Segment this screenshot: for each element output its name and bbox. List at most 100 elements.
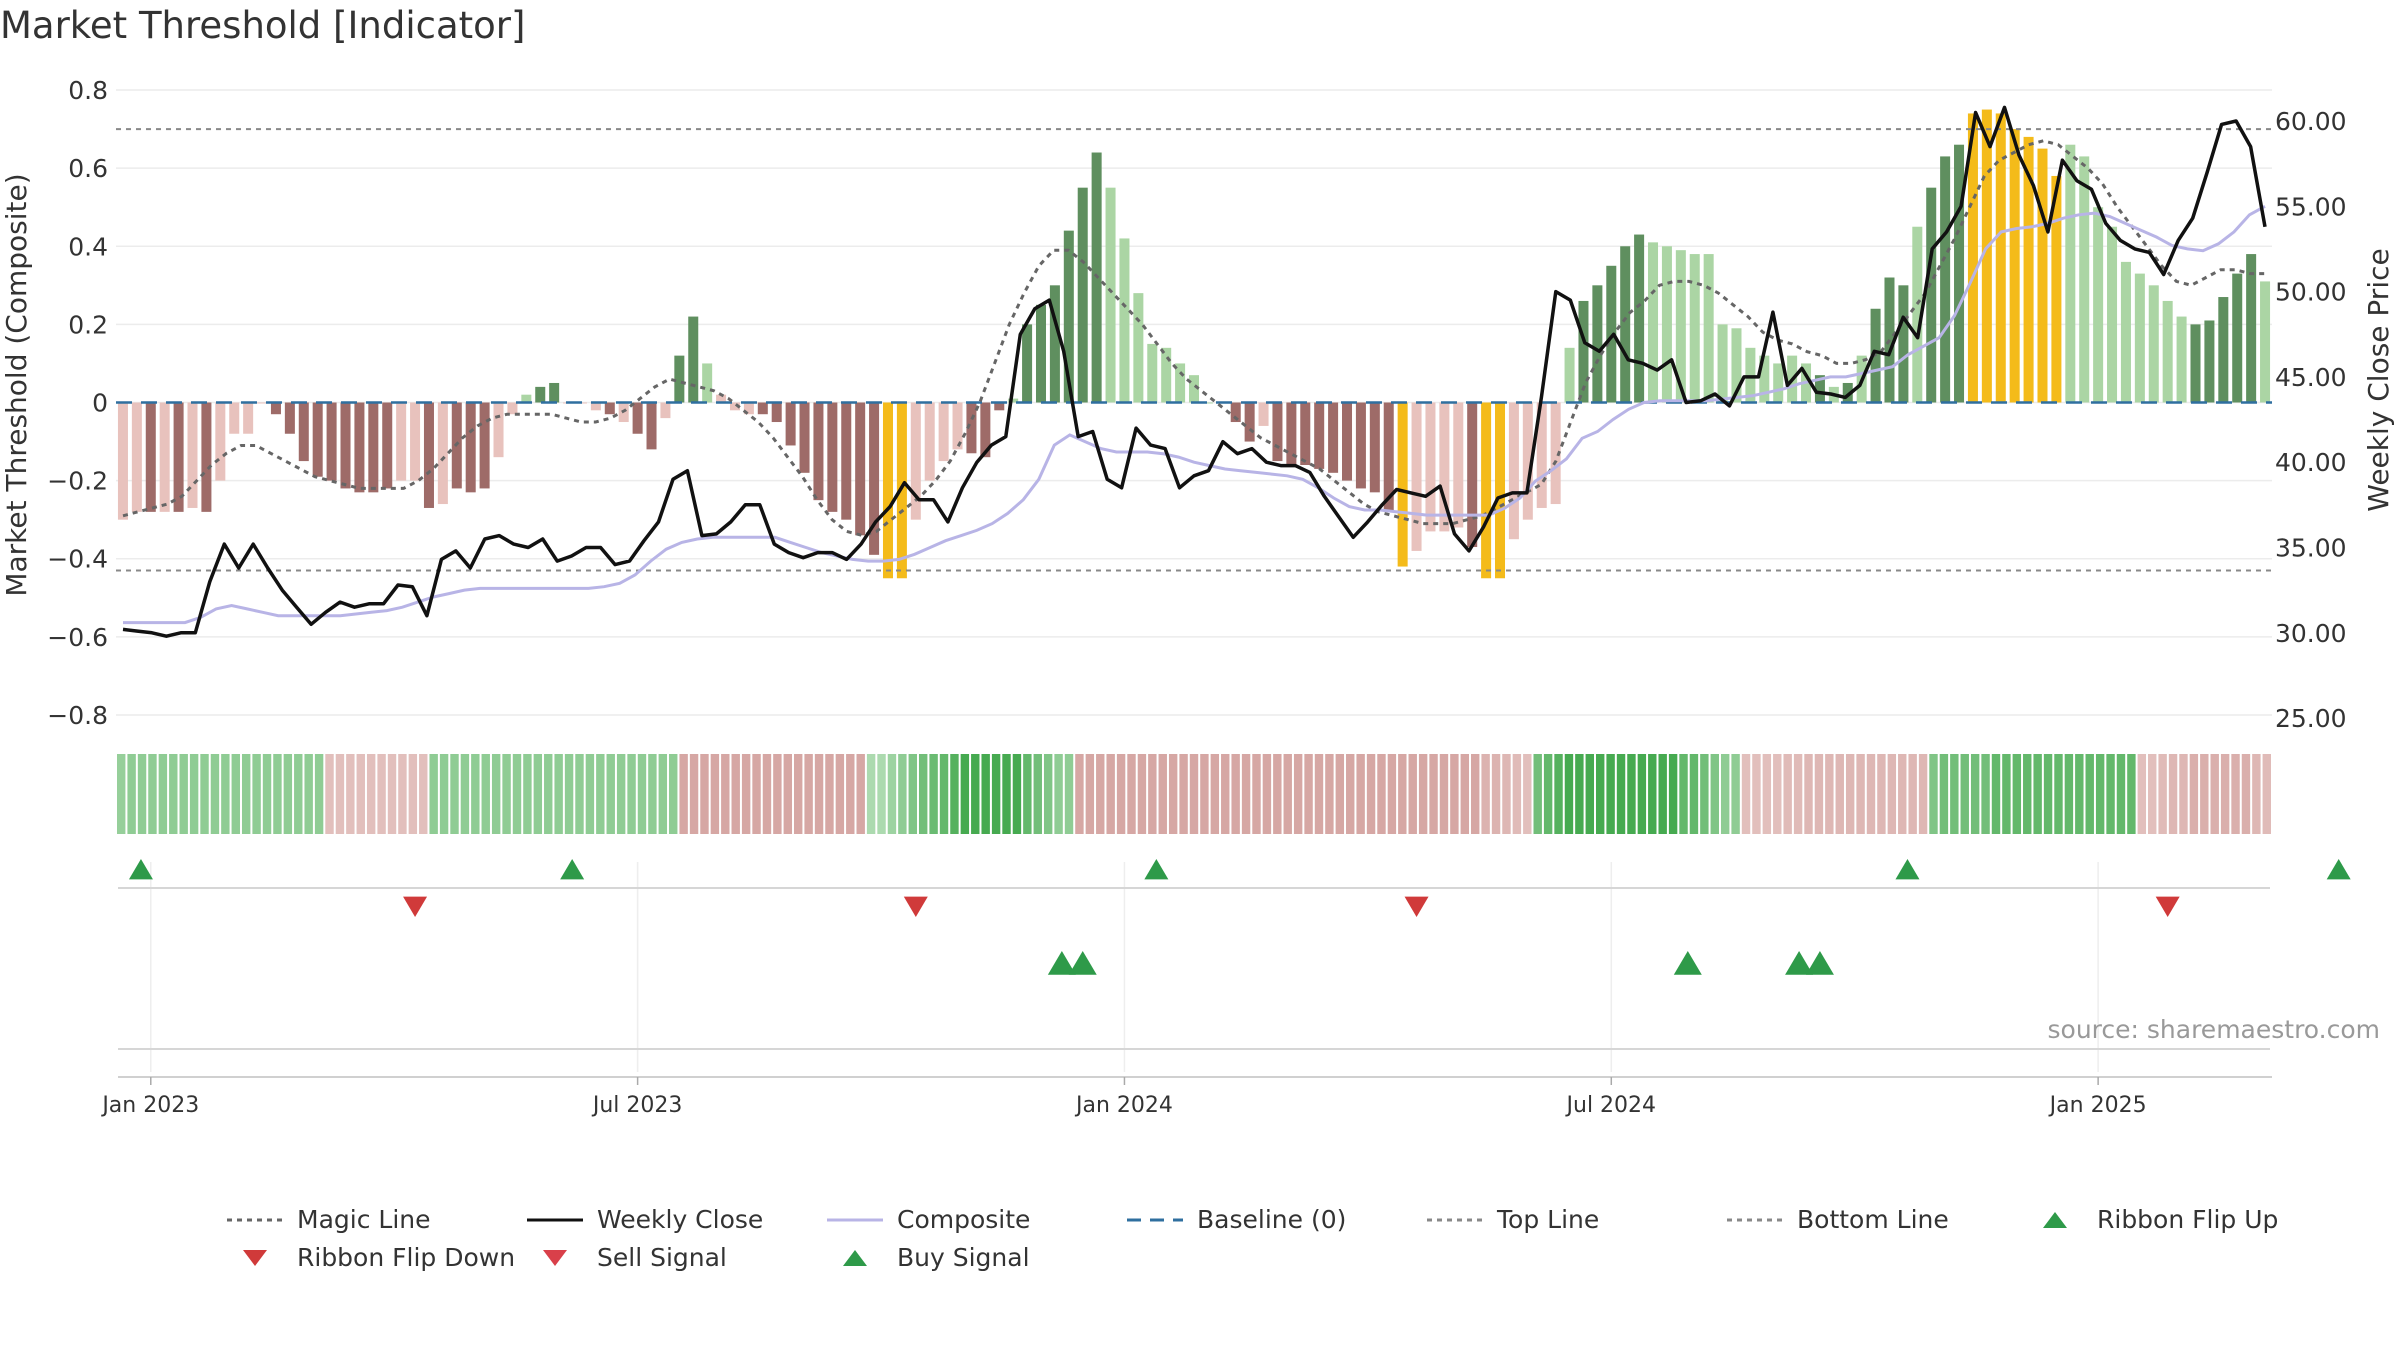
composite-bar [549,382,560,403]
ribbon-flip-up-marker [560,859,585,880]
ribbon-cell [2252,754,2261,834]
ribbon-cell [2210,754,2219,834]
ribbon-cell [1148,754,1157,834]
ribbon-cell [148,754,157,834]
ribbon-cell [502,754,511,834]
composite-bar [1341,402,1353,481]
buy-signal-marker [1805,951,1834,975]
ribbon-cell [1658,754,1667,834]
ribbon-cell [1783,754,1792,834]
ribbon-cell [596,754,605,834]
ribbon-cell [137,754,147,834]
ribbon-cell [2220,754,2230,834]
ribbon-cell [1564,754,1574,834]
legend-item: Buy Signal [825,1243,1030,1272]
ribbon-cell [939,754,949,834]
ribbon-cell [606,754,615,834]
composite-bar [1926,187,1937,403]
ribbon-cell [721,754,730,834]
y2-tick-label: 25.00 [2275,704,2347,733]
composite-bar [2204,320,2215,403]
composite-bar [2176,316,2187,403]
y-tick-label: 0.6 [68,154,108,183]
composite-bar [521,394,532,403]
gridlines [116,89,2272,1072]
composite-bar [2260,281,2271,403]
ribbon-cell [2106,754,2115,834]
composite-bar [1133,293,1144,403]
ribbon-cell [1950,754,1959,834]
ribbon-cell [2189,754,2199,834]
composite-bar [1286,402,1297,465]
composite-bar [1105,187,1116,403]
ribbon-cell [1700,754,1709,834]
composite-bar [145,402,156,512]
ribbon-cell [2075,754,2084,834]
legend-triangle-down [243,1249,267,1266]
composite-bar [1578,300,1589,403]
axes: 0.8 0.6 0.4 0.2 0 −0.2 −0.4 −0.6 −0.8 60.00 55.00 5… [47,76,2347,1118]
composite-bar [2246,254,2257,403]
composite-bar [1035,304,1047,403]
composite-bar [2051,175,2062,403]
ribbon-cell [710,754,720,834]
ribbon-cell [1304,754,1313,834]
composite-bar [1995,113,2006,403]
legend-item: Sell Signal [525,1243,727,1272]
ribbon-cell [2116,754,2126,834]
ribbon-cell [366,754,376,834]
y-tick-label: 0.4 [68,232,108,261]
x-tick-label: Jan 2025 [2048,1093,2147,1118]
ribbon-cell [741,754,751,834]
composite-bar [2120,261,2131,403]
y2-tick-label: 55.00 [2275,192,2347,221]
composite-bar [1161,347,1172,403]
ribbon-cell [648,754,657,834]
ribbon-cell [544,754,553,834]
composite-bar [437,402,448,505]
ribbon-cell [679,754,688,834]
ribbon-cell [241,754,251,834]
ribbon-cell [1273,754,1282,834]
ribbon-cell [1064,754,1074,834]
legend-label: Ribbon Flip Down [297,1243,516,1272]
ribbon-cell [1720,754,1730,834]
ribbon-cell [689,754,699,834]
ribbon-cell [221,754,230,834]
composite-bar [743,402,754,415]
y-tick-label: −0.4 [47,545,108,574]
composite-bar [702,363,713,403]
buy-signal-marker [1047,951,1076,975]
composite-bar [1620,246,1631,403]
composite-bar [1606,265,1617,403]
composite-bar [1063,230,1074,403]
ribbon-cell [1356,754,1365,834]
ribbon-cell [2033,754,2042,834]
legend-triangle-up [843,1249,867,1266]
composite-bar [952,402,963,450]
ribbon-cell [1741,754,1751,834]
ribbon-cell [2241,754,2251,834]
composite-bar [1328,402,1339,473]
composite-bar [1049,285,1060,403]
ribbon-cell [1106,754,1115,834]
composite-bar [2009,129,2020,403]
ribbon-cell [1366,754,1376,834]
ribbon-cell [429,754,438,834]
y-axis-label: Market Threshold (Composite) [0,173,33,596]
ribbon-cell [887,754,897,834]
composite-bar [1759,355,1770,403]
composite-bar [257,402,268,404]
composite-bar [312,402,323,477]
composite-bar [1508,402,1519,540]
ribbon-cell [481,754,490,834]
composite-bar [229,402,240,434]
composite-bar [1731,328,1742,403]
y2-axis-label: Weekly Close Price [2362,248,2395,511]
composite-bar [1592,285,1603,403]
ribbon-flip-down-marker [903,896,928,917]
ribbon-cell [835,754,845,834]
ribbon-cell [1585,754,1594,834]
composite-bar [284,402,295,434]
